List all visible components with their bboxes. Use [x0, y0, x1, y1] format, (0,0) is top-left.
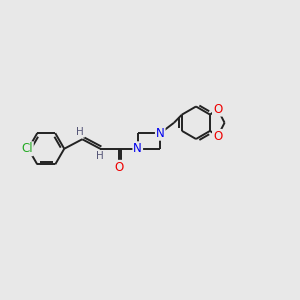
Text: H: H	[76, 127, 84, 137]
Text: O: O	[213, 130, 222, 143]
Text: H: H	[96, 151, 104, 161]
Text: Cl: Cl	[21, 142, 33, 155]
Text: N: N	[134, 142, 142, 155]
Text: O: O	[213, 103, 222, 116]
Text: O: O	[114, 161, 124, 174]
Text: N: N	[156, 127, 165, 140]
